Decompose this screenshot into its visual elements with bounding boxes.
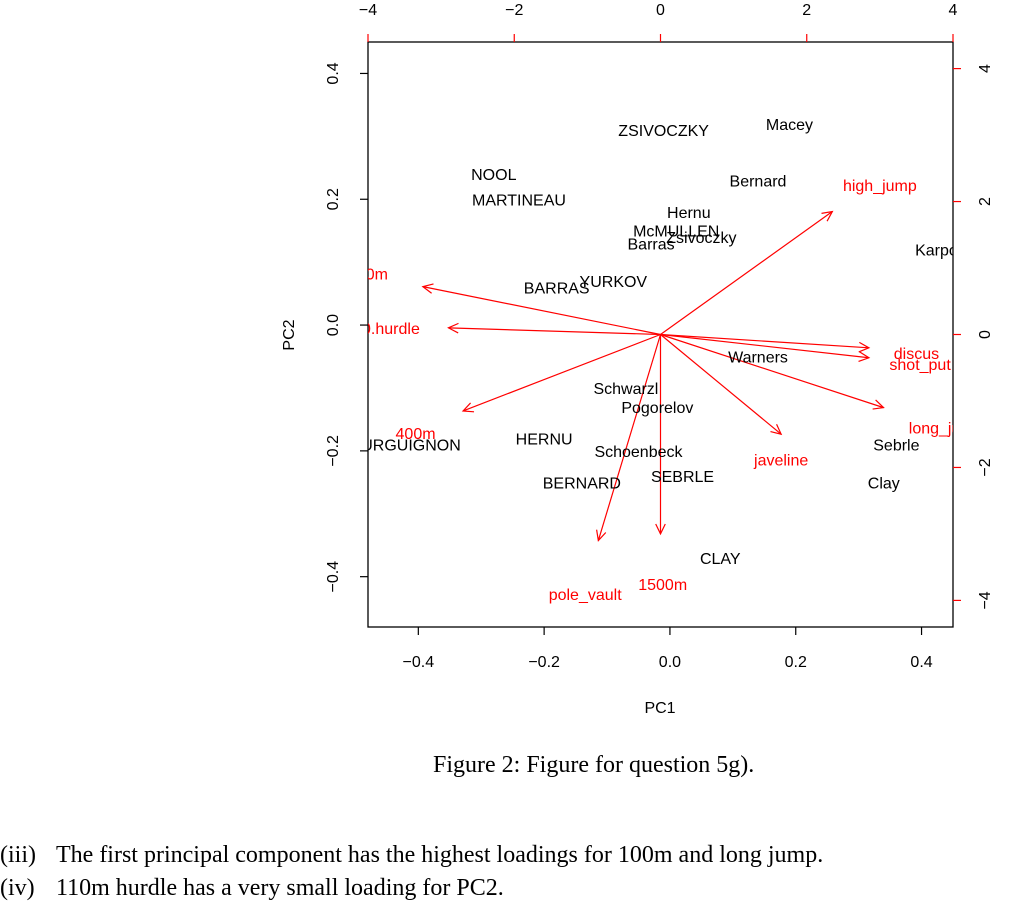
observation-label: Zsivoczky <box>666 230 736 247</box>
top-tick-label: 0 <box>656 2 665 19</box>
observation-label: Schwarzl <box>593 381 658 398</box>
x-tick-label: −0.4 <box>403 654 435 671</box>
arrow-head <box>858 341 871 353</box>
observation-label: CLAY <box>700 551 741 568</box>
arrow-head <box>770 423 783 436</box>
list-item-iv: (iv) 110m hurdle has a very small loading… <box>0 875 504 902</box>
loading-label: pole_vault <box>549 587 623 604</box>
y-axis-label: PC2 <box>281 319 298 350</box>
observation-label: Warners <box>728 350 788 367</box>
arrow-head <box>421 283 434 294</box>
observation-label: HERNU <box>516 431 573 448</box>
x-tick-label: 0.0 <box>659 654 681 671</box>
loading-label: high_jump <box>843 178 917 195</box>
loading-label: shot_put <box>889 357 951 374</box>
top-tick-label: 2 <box>802 2 811 19</box>
observation-label: BERNARD <box>543 475 621 492</box>
observation-label: BARRAS <box>524 280 590 297</box>
observation-label: Schoenbeck <box>594 444 683 461</box>
loading-arrow <box>422 286 661 336</box>
right-tick-label: 0 <box>977 330 994 339</box>
arrow-head <box>872 399 885 410</box>
y-tick-label: 0.4 <box>325 62 342 84</box>
list-item-number: (iii) <box>0 842 36 868</box>
x-tick-label: 0.4 <box>910 654 932 671</box>
loading-arrow <box>660 211 833 335</box>
arrow-head <box>858 351 871 362</box>
list-item-number: (iv) <box>0 875 35 901</box>
right-tick-label: −2 <box>977 458 994 476</box>
observation-label: Karpov <box>915 243 966 260</box>
loading-label: 100m <box>348 266 388 283</box>
list-item-text: The first principal component has the hi… <box>56 842 824 868</box>
loading-label: 1500m <box>638 577 687 594</box>
arrow-head <box>821 210 834 222</box>
right-tick-label: −4 <box>977 591 994 609</box>
figure-caption: Figure 2: Figure for question 5g). <box>433 752 755 778</box>
right-tick-label: 2 <box>977 197 994 206</box>
loading-arrow <box>660 334 782 435</box>
top-tick-label: 4 <box>949 2 958 19</box>
loading-arrows: high_jump 100m 110.hurdle discusshot_putlon… <box>345 178 983 604</box>
observation-label: Sebrle <box>873 438 919 455</box>
loading-label: long_jump <box>909 421 983 438</box>
observation-label: Barras <box>628 236 675 253</box>
loading-label: 400m <box>396 426 436 443</box>
bottom-axis: −0.4 −0.2 0.0 0.2 0.4 <box>403 627 933 671</box>
x-tick-label: 0.2 <box>785 654 807 671</box>
y-tick-label: −0.4 <box>325 561 342 593</box>
right-tick-label: 4 <box>977 64 994 73</box>
top-tick-label: −4 <box>359 2 377 19</box>
loading-arrow <box>660 333 869 359</box>
observation-label: NOOL <box>471 167 516 184</box>
observation-label: McMULLEN <box>633 224 719 241</box>
loading-arrow <box>660 333 884 409</box>
biplot-chart: −0.4 −0.2 0.0 0.2 0.4 −0.4 −0.2 0.0 0.2 0.4 −4 −2… <box>281 2 994 717</box>
observation-label: Clay <box>868 475 900 492</box>
left-axis: −0.4 −0.2 0.0 0.2 0.4 <box>325 62 368 592</box>
y-tick-label: 0.2 <box>325 188 342 210</box>
loading-arrow <box>462 333 661 412</box>
loading-arrow <box>448 327 661 336</box>
observation-label: Pogorelov <box>621 400 693 417</box>
observation-label: Bernard <box>730 173 787 190</box>
top-axis: −4 −2 0 2 4 <box>359 2 958 42</box>
list-item-text: 110m hurdle has a very small loading for… <box>56 875 504 901</box>
loading-arrow <box>597 334 662 541</box>
x-axis-label: PC1 <box>644 700 675 717</box>
arrow-head <box>655 523 666 536</box>
loading-label: 110.hurdle <box>345 321 420 338</box>
x-tick-label: −0.2 <box>528 654 560 671</box>
observation-label: Hernu <box>667 205 711 222</box>
arrow-head <box>461 402 475 413</box>
arrow-head <box>447 322 459 334</box>
right-axis: −4 −2 0 2 4 <box>953 64 994 610</box>
observation-label: ZSIVOCZKY <box>618 123 709 140</box>
loading-label: javeline <box>753 452 808 469</box>
list-item-iii: (iii) The first principal component has t… <box>0 842 823 869</box>
y-tick-label: 0.0 <box>325 314 342 336</box>
observation-labels: ZSIVOCZKY Macey NOOL Bernard MARTINEAU Hernu M… <box>338 117 966 568</box>
y-tick-label: −0.2 <box>325 435 342 467</box>
observation-label: Macey <box>766 117 813 134</box>
observation-label: MARTINEAU <box>472 192 566 209</box>
arrow-head <box>596 529 607 542</box>
observation-label: SEBRLE <box>651 469 714 486</box>
loading-label: discus <box>894 346 939 363</box>
observation-label: BOURGUIGNON <box>338 438 461 455</box>
loading-arrow <box>660 333 869 349</box>
observation-label: YURKOV <box>580 274 648 291</box>
top-tick-label: −2 <box>505 2 523 19</box>
